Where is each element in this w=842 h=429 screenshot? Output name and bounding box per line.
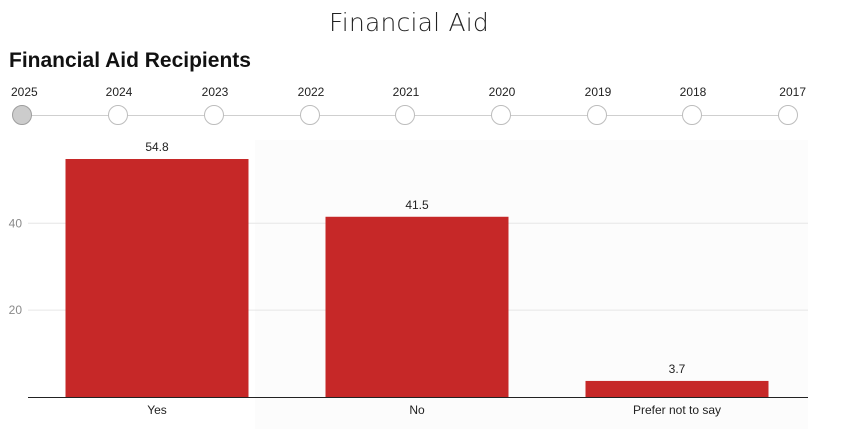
timeline-dot[interactable] bbox=[778, 105, 798, 125]
timeline-step-2019[interactable]: 2019 bbox=[573, 84, 623, 134]
page-title: Financial Aid bbox=[329, 8, 489, 37]
bar-value-label: 3.7 bbox=[669, 362, 686, 376]
timeline-year-label: 2018 bbox=[679, 85, 707, 99]
bar-value-label: 54.8 bbox=[145, 140, 169, 154]
x-category-label: Prefer not to say bbox=[633, 403, 721, 417]
timeline-dot[interactable] bbox=[108, 105, 128, 125]
bar-2 bbox=[585, 380, 769, 397]
x-category-label: Yes bbox=[147, 403, 167, 417]
timeline-step-2020[interactable]: 2020 bbox=[477, 84, 527, 134]
chart-title: Financial Aid Recipients bbox=[9, 49, 251, 72]
y-tick-label: 40 bbox=[9, 216, 23, 230]
timeline-step-2022[interactable]: 2022 bbox=[286, 84, 336, 134]
timeline-year-label: 2019 bbox=[584, 85, 612, 99]
timeline-year-label: 2017 bbox=[779, 85, 806, 99]
timeline-step-2025[interactable]: 2025 bbox=[0, 84, 48, 134]
timeline-dot[interactable] bbox=[682, 105, 702, 125]
timeline-dot[interactable] bbox=[12, 105, 32, 125]
timeline-year-label: 2024 bbox=[105, 85, 133, 99]
timeline-step-2017[interactable]: 2017 bbox=[764, 84, 814, 134]
timeline-dot[interactable] bbox=[204, 105, 224, 125]
timeline-step-2023[interactable]: 2023 bbox=[190, 84, 240, 134]
bar-1 bbox=[325, 216, 509, 397]
timeline-year-label: 2022 bbox=[297, 85, 325, 99]
timeline-year-label: 2020 bbox=[488, 85, 516, 99]
timeline-dot[interactable] bbox=[300, 105, 320, 125]
timeline-step-2021[interactable]: 2021 bbox=[381, 84, 431, 134]
timeline-dot[interactable] bbox=[491, 105, 511, 125]
timeline-year-label: 2023 bbox=[201, 85, 229, 99]
timeline-dot[interactable] bbox=[395, 105, 415, 125]
y-tick-label: 20 bbox=[9, 303, 23, 317]
timeline-dot[interactable] bbox=[587, 105, 607, 125]
timeline-step-2024[interactable]: 2024 bbox=[94, 84, 144, 134]
x-category-label: No bbox=[409, 403, 425, 417]
bar-value-label: 41.5 bbox=[405, 198, 429, 212]
year-timeline: 2025 2024 2023 2022 2021 2020 2019 2018 … bbox=[0, 0, 842, 140]
timeline-step-2018[interactable]: 2018 bbox=[668, 84, 718, 134]
timeline-year-label: 2025 bbox=[11, 85, 38, 99]
timeline-year-label: 2021 bbox=[392, 85, 420, 99]
bar-0 bbox=[65, 159, 249, 397]
